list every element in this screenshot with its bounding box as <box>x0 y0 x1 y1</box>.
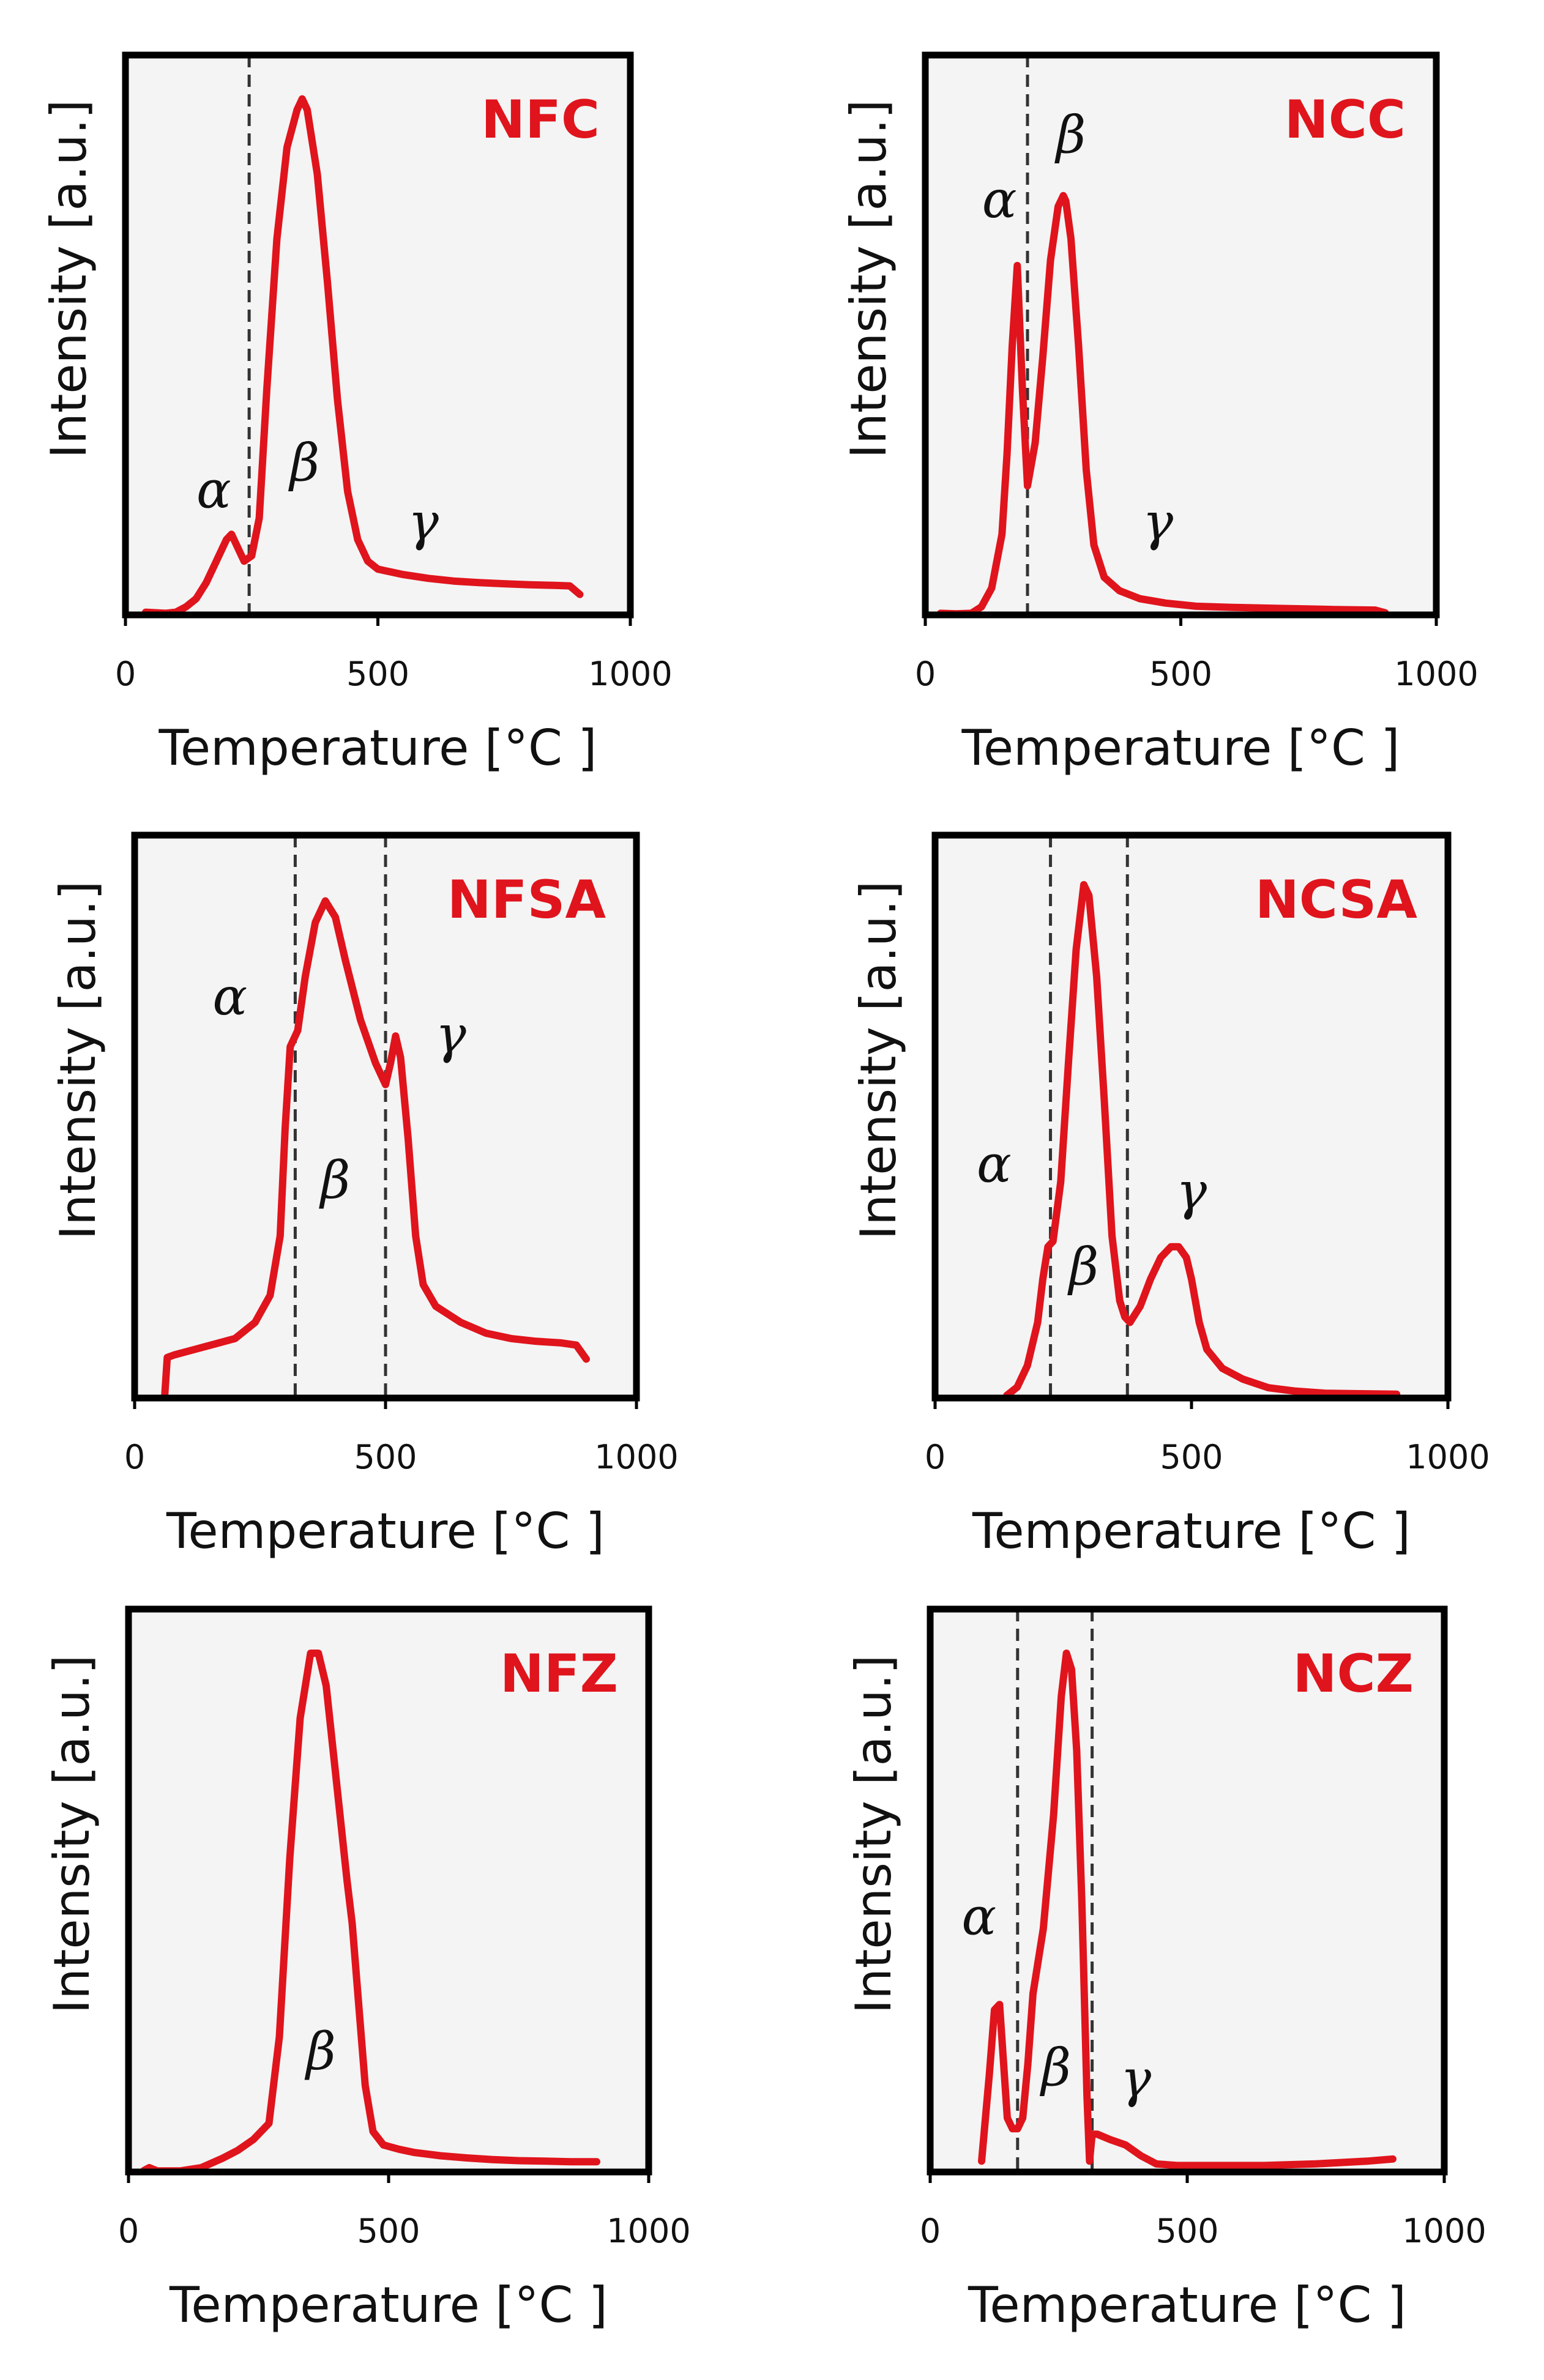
x-tick-label-0: 0 <box>925 1438 945 1476</box>
y-axis-title: Intensity [a.u.] <box>840 100 897 459</box>
series-line-nfz <box>140 1649 600 2175</box>
panel-title-ncz: NCZ <box>1293 1643 1414 1705</box>
x-axis-title: Temperature [°C ] <box>968 2277 1406 2334</box>
chart-nfsa: 0 500 1000 Temperature [°C ] Intensity [a.u.… <box>50 831 679 1560</box>
plot-area <box>125 55 630 615</box>
peak-label-beta: β <box>1054 105 1086 165</box>
peak-label-beta: β <box>319 1150 351 1210</box>
y-axis-title: Intensity [a.u.] <box>43 1655 100 2014</box>
y-axis-title: Intensity [a.u.] <box>50 881 106 1240</box>
peak-label-alpha: α <box>961 1886 996 1946</box>
x-tick-label-500: 500 <box>357 2212 420 2250</box>
peak-label-beta: β <box>288 433 320 493</box>
y-axis-title: Intensity [a.u.] <box>845 1655 902 2014</box>
chart-nfz: 0 500 1000 Temperature [°C ] Intensity [a.u.… <box>43 1605 691 2334</box>
peak-label-alpha: α <box>212 967 247 1027</box>
chart-nfc: 0 500 1000 Temperature [°C ] Intensity [a.u.… <box>40 51 673 776</box>
peak-label-gamma: γ <box>1143 492 1174 552</box>
chart-ncc: 0 500 1000 Temperature [°C ] Intensity [a.u.… <box>840 51 1479 776</box>
x-tick-label-1000: 1000 <box>1394 655 1478 693</box>
chart-ncz: 0 500 1000 Temperature [°C ] Intensity [a.u.… <box>845 1605 1486 2334</box>
x-tick-label-500: 500 <box>346 655 409 693</box>
peak-label-beta: β <box>1040 2038 1072 2098</box>
series-line-nfc <box>142 95 584 617</box>
peak-label-alpha: α <box>196 459 231 519</box>
x-tick-label-500: 500 <box>1155 2212 1218 2250</box>
peak-label-alpha: α <box>977 1134 1012 1194</box>
x-axis-title: Temperature [°C ] <box>961 720 1400 776</box>
x-tick-label-500: 500 <box>1160 1438 1223 1476</box>
panel-title-nfsa: NFSA <box>447 869 606 931</box>
series-line-ncz <box>978 1649 1397 2170</box>
x-tick-label-0: 0 <box>118 2212 139 2250</box>
x-tick-label-1000: 1000 <box>1406 1438 1490 1476</box>
peak-label-gamma: γ <box>1176 1161 1207 1221</box>
panel-title-nfc: NFC <box>481 89 600 151</box>
series-line-nfsa <box>161 897 590 1399</box>
x-axis-title: Temperature [°C ] <box>159 720 597 776</box>
panel-title-ncc: NCC <box>1285 89 1406 151</box>
x-tick-label-500: 500 <box>1149 655 1212 693</box>
series-line-ncsa <box>1003 881 1401 1399</box>
x-tick-label-0: 0 <box>920 2212 941 2250</box>
x-tick-label-1000: 1000 <box>588 655 672 693</box>
x-tick-label-0: 0 <box>915 655 936 693</box>
series-line-ncc <box>937 192 1389 618</box>
x-tick-label-1000: 1000 <box>594 1438 678 1476</box>
x-axis-title: Temperature [°C ] <box>169 2277 608 2334</box>
peak-label-gamma: γ <box>1121 2048 1152 2108</box>
y-axis-title: Intensity [a.u.] <box>850 881 907 1240</box>
plot-area <box>930 1609 1444 2172</box>
peak-label-gamma: γ <box>435 1005 466 1065</box>
plot-area <box>935 835 1448 1398</box>
x-axis-title: Temperature [°C ] <box>166 1503 605 1560</box>
x-tick-label-500: 500 <box>354 1438 417 1476</box>
plot-area <box>129 1609 649 2172</box>
x-tick-label-1000: 1000 <box>606 2212 690 2250</box>
y-axis-title: Intensity [a.u.] <box>40 100 97 459</box>
peak-label-beta: β <box>1067 1237 1099 1297</box>
x-tick-label-1000: 1000 <box>1402 2212 1486 2250</box>
peak-label-alpha: α <box>982 169 1017 229</box>
panel-title-ncsa: NCSA <box>1255 869 1418 931</box>
peak-label-gamma: γ <box>408 492 439 552</box>
x-tick-label-0: 0 <box>115 655 136 693</box>
chart-ncsa: 0 500 1000 Temperature [°C ] Intensity [a.u.… <box>850 831 1490 1560</box>
panel-title-nfz: NFZ <box>500 1643 618 1705</box>
peak-label-beta: β <box>304 2021 336 2081</box>
x-tick-label-0: 0 <box>124 1438 145 1476</box>
x-axis-title: Temperature [°C ] <box>972 1503 1411 1560</box>
